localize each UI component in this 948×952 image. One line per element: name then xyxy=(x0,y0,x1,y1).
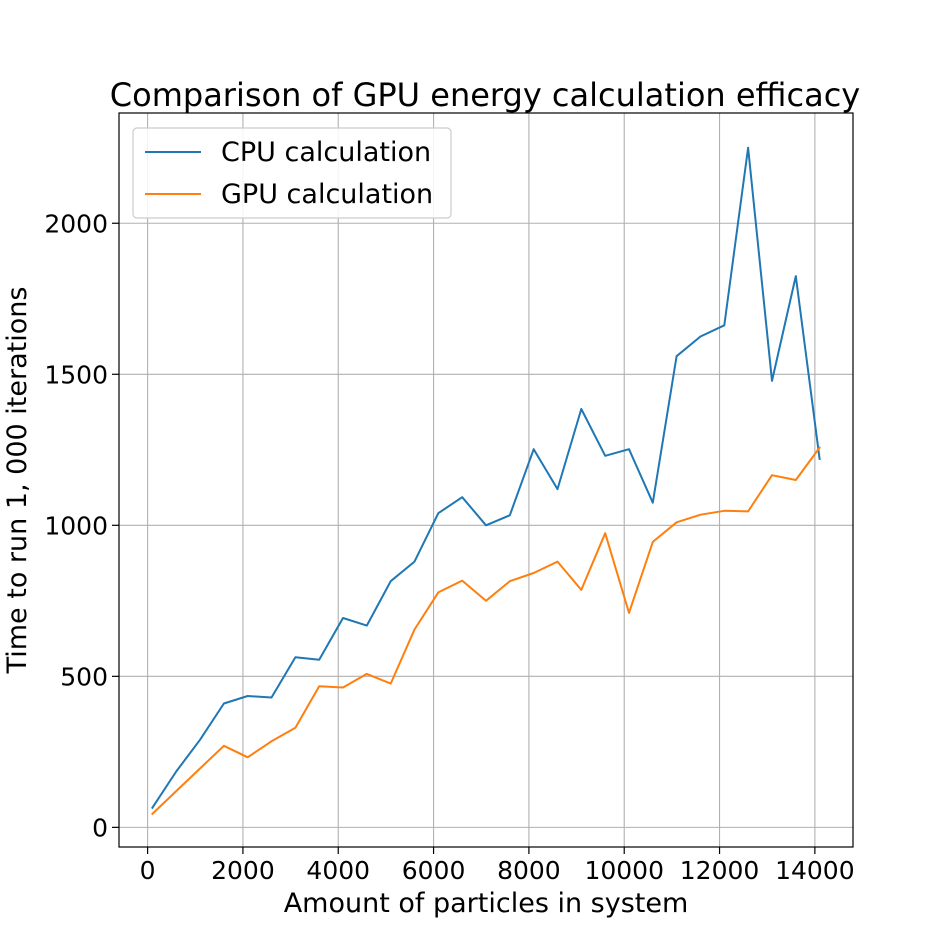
y-tick-label: 1000 xyxy=(44,511,108,540)
x-tick-label: 0 xyxy=(140,856,156,885)
x-tick-label: 2000 xyxy=(211,856,275,885)
series-lines xyxy=(150,146,821,816)
y-tick-label: 2000 xyxy=(44,209,108,238)
x-tick-label: 10000 xyxy=(584,856,664,885)
legend-box xyxy=(132,127,452,219)
legend: CPU calculation GPU calculation xyxy=(132,127,452,219)
x-tick-label: 12000 xyxy=(680,856,760,885)
grid-lines xyxy=(119,113,853,847)
x-tick-label: 14000 xyxy=(775,856,855,885)
plot-frame xyxy=(118,112,854,848)
series-line-cpu xyxy=(151,146,821,810)
y-axis-label: Time to run 1, 000 iterations xyxy=(2,287,33,675)
chart-title: Comparison of GPU energy calculation eff… xyxy=(110,76,860,114)
x-tick-label: 6000 xyxy=(402,856,466,885)
y-tick-label: 500 xyxy=(60,662,108,691)
y-tick-label: 1500 xyxy=(44,360,108,389)
x-axis-label: Amount of particles in system xyxy=(284,888,689,919)
y-tick-label: 0 xyxy=(92,813,108,842)
axis-ticks: 0 2000 4000 6000 8000 10000 12000 14000 0 500 1000… xyxy=(44,209,854,885)
legend-label: GPU calculation xyxy=(221,179,433,210)
x-tick-label: 4000 xyxy=(306,856,370,885)
x-tick-label: 8000 xyxy=(497,856,561,885)
legend-label: CPU calculation xyxy=(221,137,431,168)
series-line-gpu xyxy=(150,446,821,816)
